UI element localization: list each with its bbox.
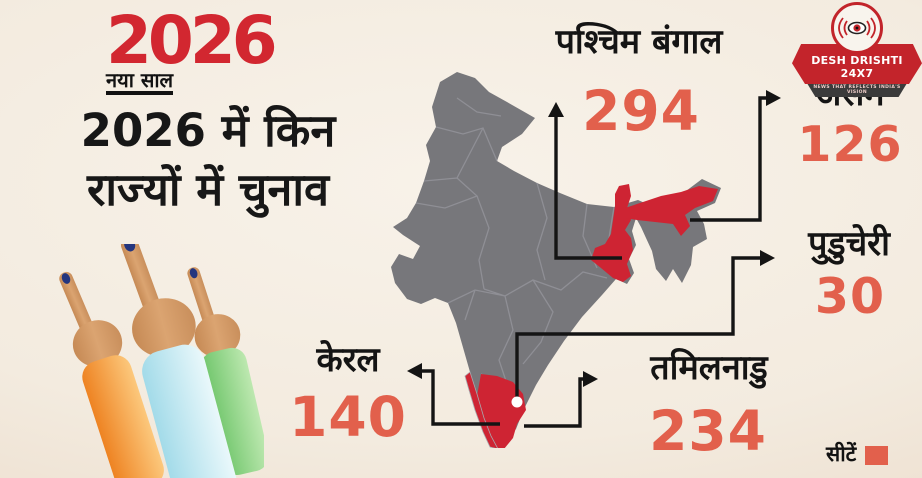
page-title-line1: 2026 में किन bbox=[80, 104, 336, 157]
seats-west-bengal: 294 bbox=[582, 79, 700, 143]
voting-hand-middle bbox=[120, 244, 239, 478]
logo-2026-subtitle: नया साल bbox=[106, 70, 174, 95]
seats-legend-label: सीटें bbox=[826, 442, 857, 466]
seats-tamil-nadu: 234 bbox=[649, 399, 767, 463]
logo-2026: 2026 नया साल bbox=[106, 2, 278, 95]
voting-hands-illustration bbox=[59, 244, 264, 478]
label-kerala: केरल bbox=[316, 340, 380, 380]
page-title: 2026 में किन राज्यों में चुनाव bbox=[12, 102, 404, 219]
label-west-bengal: पश्चिम बंगाल bbox=[555, 22, 723, 62]
channel-eye-icon bbox=[831, 2, 883, 54]
seats-puducherry: 30 bbox=[814, 268, 886, 325]
logo-2026-year: 2026 bbox=[106, 2, 278, 79]
arrow-right-assam bbox=[766, 90, 781, 106]
page-title-line2: राज्यों में चुनाव bbox=[86, 162, 330, 216]
voting-hand-left bbox=[59, 271, 164, 478]
channel-tagline: NEWS THAT REFLECTS INDIA'S VISION bbox=[806, 83, 908, 97]
arrow-right-puducherry bbox=[760, 250, 775, 266]
seats-legend-swatch bbox=[865, 445, 889, 465]
label-puducherry: पुडुचेरी bbox=[808, 224, 890, 264]
label-tamil-nadu: तमिलनाडु bbox=[650, 348, 768, 388]
seats-legend: सीटें bbox=[826, 440, 889, 468]
channel-logo: DESH DRISHTI 24X7 NEWS THAT REFLECTS IND… bbox=[792, 2, 922, 97]
seats-assam: 126 bbox=[797, 116, 903, 173]
seats-kerala: 140 bbox=[289, 385, 407, 449]
voting-hand-right bbox=[187, 267, 264, 476]
